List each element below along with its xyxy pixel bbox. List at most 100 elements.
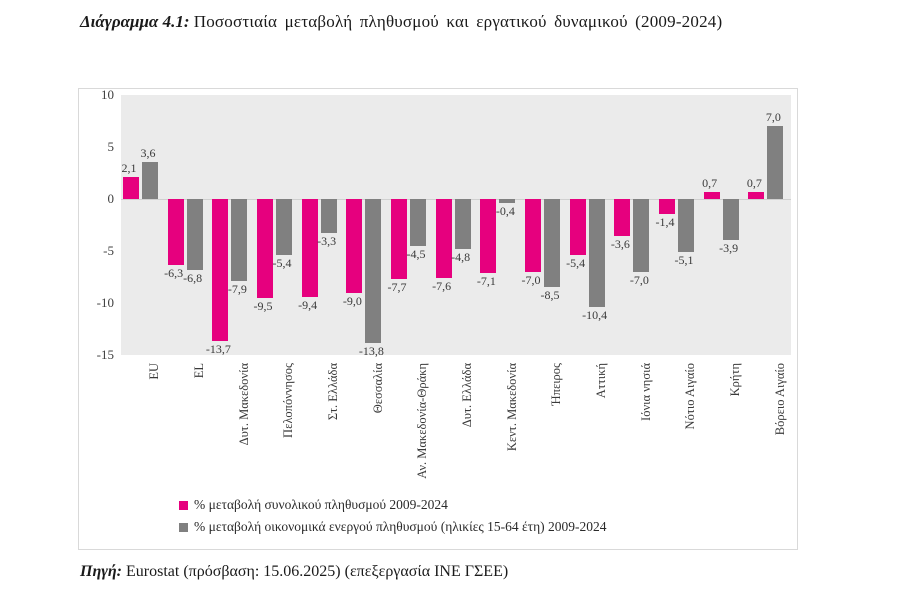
bar-group: -9,0 -13,8 [343,95,389,358]
bar-group: -3,6 -7,0 [611,95,657,355]
bar-pink[interactable] [569,199,586,256]
bar-pink[interactable] [212,199,229,342]
chart-plot-region: 10 5 0 -5 -10 -15 2,1 3,6 -6,3 -6,8 -13,7 -7,9 -9,5… [79,87,799,364]
bar-value-label: -5,4 [566,256,586,271]
bar-gray[interactable] [767,126,784,199]
x-axis-labels: EU EL Δυτ. Μακεδονία Πελοπόννησος Στ. Ελλάδα… [121,359,791,489]
bar-value-label: -13,7 [205,342,231,357]
bar-value-label: -9,4 [298,297,318,312]
x-axis-label: Αν. Μακεδονία-Θράκη [415,363,430,479]
y-axis-tick: 5 [107,139,115,154]
legend-label: % μεταβολή συνολικού πληθυσμού 2009-2024 [194,497,448,512]
bar-value-label: 0,7 [746,175,762,190]
bar-pink[interactable] [167,199,184,265]
x-axis-label: Ήπειρος [549,363,564,406]
bar-gray[interactable] [231,199,248,282]
bar-gray[interactable] [142,161,158,199]
x-axis-label: Δυτ. Μακεδονία [236,363,251,446]
bar-value-label: -6,3 [164,265,184,280]
bar-value-label: 3,6 [140,145,156,160]
bar-pink[interactable] [748,191,765,199]
bar-gray[interactable] [410,199,426,246]
y-axis-tick: -5 [103,243,114,258]
bar-gray[interactable] [588,199,605,308]
x-axis-label: Κεντ. Μακεδονία [504,363,519,452]
bar-gray[interactable] [276,199,292,256]
figure-caption-text: Ποσοστιαία μεταβολή πληθυσμού και εργατι… [193,12,723,31]
legend-item[interactable]: % μεταβολή οικονομικά ενεργού πληθυσμού … [179,519,779,535]
bar-pink[interactable] [703,191,720,199]
bar-value-label: -7,0 [629,272,649,287]
bar-pink[interactable] [614,199,631,237]
x-axis-label: EU [147,363,162,380]
x-axis-label: EL [192,363,206,379]
legend-label: % μεταβολή οικονομικά ενεργού πληθυσμού … [194,519,607,534]
x-axis-label: Δυτ. Ελλάδα [460,363,474,428]
bar-value-label: -10,4 [582,308,608,323]
y-axis: 10 5 0 -5 -10 -15 [79,87,119,362]
bar-value-label: -3,9 [719,240,739,255]
source-text: Eurostat (πρόσβαση: 15.06.2025) (επεξεργ… [126,563,509,580]
bar-pink[interactable] [391,199,407,280]
source-note: Πηγή: Eurostat (πρόσβαση: 15.06.2025) (ε… [80,563,508,581]
bar-pink[interactable] [480,199,497,273]
bar-pink[interactable] [301,199,318,297]
bar-value-label: -5,1 [674,253,694,268]
x-axis-label: Νότιο Αιγαίο [683,363,698,430]
bar-gray[interactable] [454,199,471,249]
bar-group: -9,4 -3,3 [298,95,345,355]
x-axis-label: Ιόνια νησιά [638,363,653,421]
bar-pink[interactable] [525,199,541,272]
figure-caption: Διάγραμμα 4.1: Ποσοστιαία μεταβολή πληθυ… [80,6,800,38]
bar-value-label: -7,9 [227,282,247,297]
x-axis-label: Αττική [594,363,608,399]
bar-value-label: -13,8 [358,343,384,358]
bar-value-label: 0,7 [702,175,718,190]
figure-caption-label: Διάγραμμα 4.1: [80,12,190,31]
bar-value-label: -3,3 [317,234,337,249]
legend-swatch-icon [179,500,188,510]
bar-value-label: 2,1 [121,161,137,176]
bar-gray[interactable] [722,199,739,240]
chart-figure: 10 5 0 -5 -10 -15 2,1 3,6 -6,3 -6,8 -13,7 -7,9 -9,5… [78,87,799,550]
legend-swatch-icon [179,522,188,532]
bar-group: -6,3 -6,8 [164,95,211,355]
bar-value-label: -7,6 [432,279,452,294]
bar-value-label: -9,0 [342,293,362,308]
legend-item[interactable]: % μεταβολή συνολικού πληθυσμού 2009-2024 [179,497,779,513]
bar-gray[interactable] [633,199,650,272]
bar-group: -13,7 -7,9 [206,95,255,356]
bar-pink[interactable] [123,177,139,199]
bar-group: -7,1 -0,4 [477,95,523,355]
bar-gray[interactable] [499,199,516,204]
bar-group: -7,6 -4,8 [432,95,479,355]
bar-gray[interactable] [544,199,560,288]
bar-value-label: 7,0 [765,110,781,125]
bar-gray[interactable] [678,199,694,253]
x-axis-label: Κρήτη [728,363,742,397]
bar-group: -9,5 -5,4 [254,95,300,355]
bar-value-label: -7,7 [387,280,407,295]
bar-group: -1,4 -5,1 [656,95,702,355]
bar-pink[interactable] [346,199,363,293]
y-axis-tick: 0 [107,191,115,206]
bar-value-label: -3,6 [610,237,630,252]
bar-group: 2,1 3,6 [121,95,166,355]
bar-pink[interactable] [659,199,675,214]
x-axis-label: Θεσσαλία [370,363,385,414]
bar-group: 0,7 7,0 [746,95,791,355]
bar-gray[interactable] [365,199,382,343]
bar-pink[interactable] [257,199,273,298]
bar-value-label: -1,4 [655,214,675,229]
bar-pink[interactable] [435,199,452,279]
bar-value-label: -8,5 [540,288,560,303]
y-axis-tick: 10 [101,87,114,102]
source-label: Πηγή: [80,563,122,580]
bar-gray[interactable] [320,199,337,234]
bar-value-label: -7,1 [476,273,496,288]
x-axis-label: Βόρειο Αιγαίο [772,363,787,436]
bar-value-label: -6,8 [183,270,203,285]
bar-group: 0,7 -3,9 [702,95,747,355]
bar-gray[interactable] [186,199,203,270]
x-axis-label: Πελοπόννησος [281,363,296,438]
